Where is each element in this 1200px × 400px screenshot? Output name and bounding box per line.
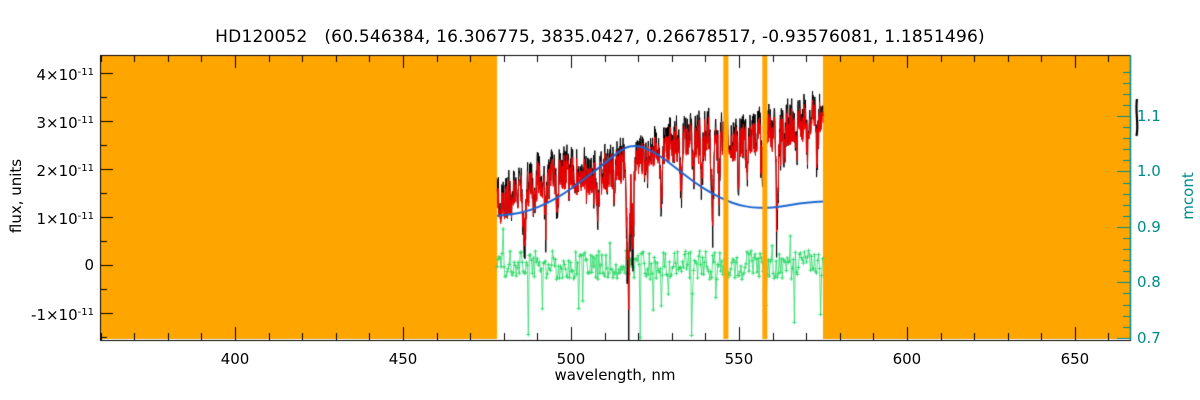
mcont-tick-label: 0.9 xyxy=(1137,217,1161,236)
x-tick-label: 450 xyxy=(388,350,418,368)
flux-tick-label: 3×10-11 xyxy=(36,114,94,132)
y-axis-label-mcont: mcont xyxy=(1179,172,1197,220)
x-tick-label: 600 xyxy=(892,350,922,368)
mcont-tick-label: 1.1 xyxy=(1137,106,1161,125)
x-tick-label: 400 xyxy=(220,350,250,368)
flux-tick-label: 1×10-11 xyxy=(36,210,94,228)
flux-tick-label: 2×10-11 xyxy=(36,162,94,180)
x-tick-label: 650 xyxy=(1060,350,1090,368)
mcont-tick-label: 1.0 xyxy=(1137,162,1161,181)
x-axis-label: wavelength, nm xyxy=(554,366,676,384)
mcont-tick-label: 0.7 xyxy=(1137,328,1161,347)
plot-title: HD120052 (60.546384, 16.306775, 3835.042… xyxy=(215,27,985,47)
flux-tick-label: -1×10-11 xyxy=(31,306,94,324)
flux-tick-label: 4×10-11 xyxy=(36,66,94,84)
mcont-tick-label: 0.8 xyxy=(1137,273,1161,292)
flux-tick-label: 0 xyxy=(84,256,94,274)
x-tick-label: 550 xyxy=(724,350,754,368)
x-tick-label: 500 xyxy=(556,350,586,368)
